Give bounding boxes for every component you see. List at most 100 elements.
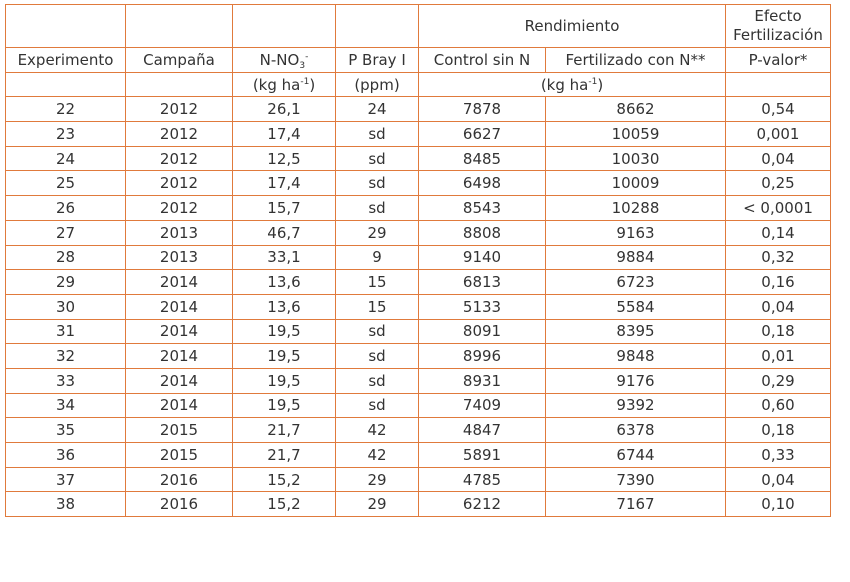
- cell-p-bray: 29: [335, 466, 419, 493]
- cell-campana: 2015: [125, 417, 233, 443]
- cell-campana: 2012: [125, 170, 233, 197]
- table-row: 35 2015 21,7 42 4847 6378 0,18: [5, 417, 831, 443]
- cell-control: 5133: [418, 293, 546, 320]
- units-kg-base: (kg ha: [252, 75, 301, 94]
- header-row-top: Rendimiento Efecto Fertilización: [5, 4, 831, 48]
- units-cell-empty: [725, 71, 831, 98]
- table-row: 28 2013 33,1 9 9140 9884 0,32: [5, 244, 831, 271]
- units-kg-close: ): [309, 75, 316, 94]
- header-experimento: Experimento: [5, 47, 126, 73]
- header-cell-empty: [232, 4, 336, 48]
- cell-p-bray: sd: [335, 170, 419, 197]
- cell-p-bray: sd: [335, 195, 419, 221]
- cell-fertilizado: 8395: [545, 318, 726, 345]
- cell-control: 4847: [418, 417, 546, 443]
- table-row: 24 2012 12,5 sd 8485 10030 0,04: [5, 145, 831, 172]
- header-nno3: N-NO3-: [232, 47, 336, 73]
- cell-control: 8808: [418, 219, 546, 246]
- cell-n-no3: 33,1: [232, 244, 336, 271]
- cell-p-valor: 0,18: [725, 417, 831, 443]
- cell-fertilizado: 10030: [545, 145, 726, 172]
- cell-campana: 2015: [125, 442, 233, 468]
- header-fertilizado: Fertilizado con N**: [545, 47, 726, 73]
- cell-experimento: 36: [5, 442, 126, 468]
- cell-n-no3: 21,7: [232, 417, 336, 443]
- cell-control: 8996: [418, 343, 546, 369]
- cell-experimento: 34: [5, 392, 126, 419]
- cell-p-bray: 15: [335, 269, 419, 295]
- header-control: Control sin N: [418, 47, 546, 73]
- table-row: 23 2012 17,4 sd 6627 10059 0,001: [5, 121, 831, 147]
- cell-fertilizado: 8662: [545, 96, 726, 123]
- cell-fertilizado: 10288: [545, 195, 726, 221]
- cell-p-bray: 42: [335, 417, 419, 443]
- cell-fertilizado: 7390: [545, 466, 726, 493]
- cell-control: 9140: [418, 244, 546, 271]
- cell-campana: 2014: [125, 269, 233, 295]
- cell-n-no3: 13,6: [232, 269, 336, 295]
- cell-experimento: 29: [5, 269, 126, 295]
- cell-fertilizado: 9884: [545, 244, 726, 271]
- cell-control: 6627: [418, 121, 546, 147]
- cell-p-valor: 0,16: [725, 269, 831, 295]
- cell-n-no3: 17,4: [232, 121, 336, 147]
- header-pvalor: P-valor*: [725, 47, 831, 73]
- cell-p-bray: sd: [335, 121, 419, 147]
- units-kg-ha: (kg ha-1): [232, 71, 336, 98]
- cell-control: 7878: [418, 96, 546, 123]
- cell-fertilizado: 10009: [545, 170, 726, 197]
- cell-campana: 2014: [125, 392, 233, 419]
- cell-fertilizado: 9176: [545, 367, 726, 394]
- cell-experimento: 32: [5, 343, 126, 369]
- cell-p-valor: 0,001: [725, 121, 831, 147]
- cell-control: 6498: [418, 170, 546, 197]
- cell-n-no3: 19,5: [232, 318, 336, 345]
- cell-control: 4785: [418, 466, 546, 493]
- units-ppm: (ppm): [335, 71, 419, 98]
- cell-campana: 2012: [125, 145, 233, 172]
- cell-control: 7409: [418, 392, 546, 419]
- cell-n-no3: 46,7: [232, 219, 336, 246]
- cell-p-valor: 0,32: [725, 244, 831, 271]
- table-row: 34 2014 19,5 sd 7409 9392 0,60: [5, 392, 831, 419]
- cell-experimento: 30: [5, 293, 126, 320]
- cell-experimento: 31: [5, 318, 126, 345]
- cell-p-bray: sd: [335, 145, 419, 172]
- header-row-units: (kg ha-1) (ppm) (kg ha-1): [5, 71, 831, 98]
- units-rendimiento-kg-ha: (kg ha-1): [418, 71, 726, 98]
- table-row: 37 2016 15,2 29 4785 7390 0,04: [5, 466, 831, 493]
- cell-control: 5891: [418, 442, 546, 468]
- cell-experimento: 35: [5, 417, 126, 443]
- cell-fertilizado: 6723: [545, 269, 726, 295]
- cell-fertilizado: 9392: [545, 392, 726, 419]
- cell-control: 8091: [418, 318, 546, 345]
- cell-campana: 2013: [125, 219, 233, 246]
- nno3-sup: -: [305, 51, 309, 62]
- cell-n-no3: 26,1: [232, 96, 336, 123]
- header-campana: Campaña: [125, 47, 233, 73]
- cell-campana: 2016: [125, 466, 233, 493]
- cell-campana: 2012: [125, 96, 233, 123]
- cell-control: 8931: [418, 367, 546, 394]
- cell-fertilizado: 6744: [545, 442, 726, 468]
- cell-p-valor: 0,25: [725, 170, 831, 197]
- cell-control: 8543: [418, 195, 546, 221]
- cell-n-no3: 12,5: [232, 145, 336, 172]
- cell-p-valor: 0,04: [725, 466, 831, 493]
- cell-p-bray: 29: [335, 219, 419, 246]
- cell-p-bray: sd: [335, 318, 419, 345]
- cell-control: 8485: [418, 145, 546, 172]
- cell-fertilizado: 10059: [545, 121, 726, 147]
- cell-p-valor: 0,33: [725, 442, 831, 468]
- table-row: 29 2014 13,6 15 6813 6723 0,16: [5, 269, 831, 295]
- header-efecto-line1: Efecto: [754, 7, 802, 25]
- cell-p-valor: 0,18: [725, 318, 831, 345]
- cell-p-valor: < 0,0001: [725, 195, 831, 221]
- cell-p-valor: 0,01: [725, 343, 831, 369]
- cell-p-valor: 0,04: [725, 145, 831, 172]
- cell-n-no3: 13,6: [232, 293, 336, 320]
- cell-campana: 2014: [125, 318, 233, 345]
- cell-campana: 2014: [125, 293, 233, 320]
- table-row: 22 2012 26,1 24 7878 8662 0,54: [5, 96, 831, 123]
- cell-p-bray: 24: [335, 96, 419, 123]
